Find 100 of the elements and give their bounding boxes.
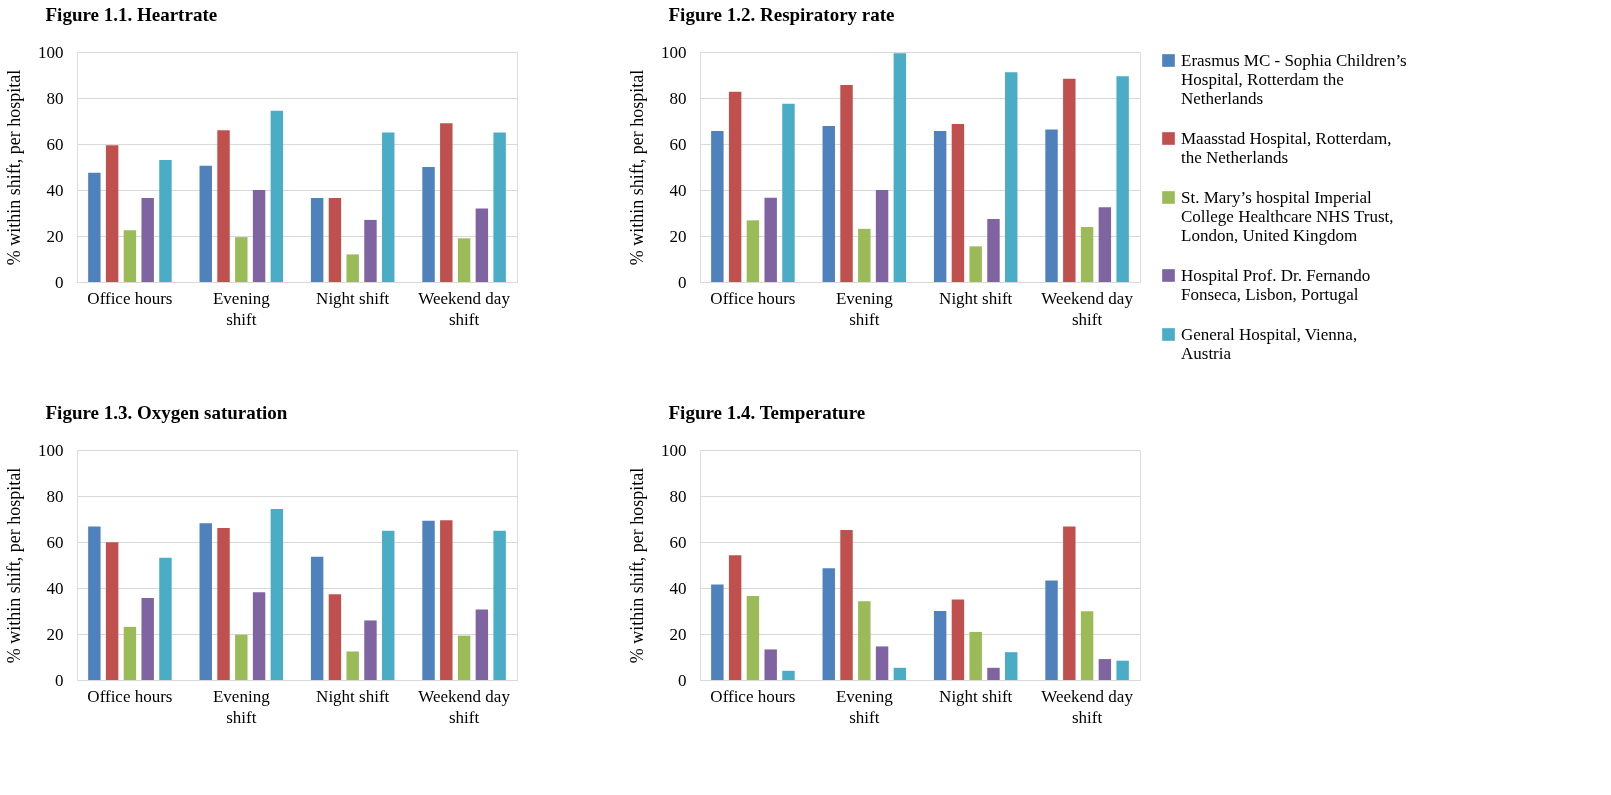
bar <box>1098 659 1112 680</box>
bar <box>346 651 359 680</box>
bar <box>475 208 489 282</box>
y-tick-label: 20 <box>46 624 64 644</box>
bar <box>123 230 137 282</box>
bar <box>746 220 760 282</box>
y-tick-label: 20 <box>669 226 687 246</box>
y-tick-label: 40 <box>669 180 687 200</box>
bar <box>88 526 101 680</box>
bar <box>105 145 119 282</box>
bar <box>1063 78 1076 282</box>
x-tick-label: Weekend day shift <box>1041 686 1134 727</box>
y-axis-title: % within shift, per hospital <box>4 69 24 266</box>
bar <box>1005 652 1018 680</box>
y-tick-label: 80 <box>46 88 64 108</box>
legend-label: Hospital Prof. Dr. Fernando Fonseca, Lisbon, Portugal <box>1181 265 1371 304</box>
bar <box>951 599 965 680</box>
y-axis-title: % within shift, per hospital <box>4 467 24 664</box>
bar <box>764 649 777 680</box>
bar <box>252 190 266 282</box>
y-tick-label: 60 <box>669 532 687 552</box>
bar <box>364 620 377 680</box>
bar <box>328 198 342 282</box>
bar <box>933 611 947 680</box>
bar <box>382 530 395 680</box>
bar <box>728 555 742 680</box>
bar <box>159 160 172 282</box>
y-tick-label: 100 <box>38 440 64 460</box>
bar <box>235 634 248 680</box>
bar <box>951 123 965 282</box>
y-tick-label: 100 <box>661 42 687 62</box>
y-axis-title: % within shift, per hospital <box>627 467 647 664</box>
bar <box>141 198 154 282</box>
x-tick-label: Office hours <box>87 288 173 308</box>
bar <box>346 254 359 282</box>
bar <box>270 509 284 680</box>
y-tick-label: 0 <box>678 670 687 690</box>
y-tick-label: 80 <box>669 486 687 506</box>
chart-title: Figure 1.4. Temperature <box>668 402 866 423</box>
bar <box>123 626 137 680</box>
bar <box>364 219 377 282</box>
bar <box>422 520 435 680</box>
bar <box>310 556 324 680</box>
y-tick-label: 60 <box>46 532 64 552</box>
bar <box>840 530 853 680</box>
bar <box>217 130 230 282</box>
legend-label: General Hospital, Vienna, Austria <box>1181 324 1358 363</box>
bar <box>933 131 947 282</box>
bar <box>711 584 724 680</box>
x-tick-label: Weekend day shift <box>1041 288 1134 329</box>
x-tick-label: Night shift <box>316 288 390 308</box>
bar <box>1098 207 1112 282</box>
bar <box>782 103 795 282</box>
y-tick-label: 20 <box>46 226 64 246</box>
x-tick-label: Evening shift <box>835 686 894 727</box>
bar <box>159 557 172 680</box>
bar <box>822 568 835 680</box>
y-tick-label: 0 <box>55 670 64 690</box>
bar <box>493 132 506 282</box>
bar <box>457 238 471 282</box>
bar <box>270 110 284 282</box>
bar <box>235 237 248 282</box>
x-tick-label: Evening shift <box>212 288 271 329</box>
bar <box>141 598 154 680</box>
bar <box>1045 129 1058 282</box>
bar <box>1045 580 1058 680</box>
legend-label: Erasmus MC - Sophia Children’s Hospital, Rotterdam the Netherlands <box>1181 50 1407 108</box>
bar <box>1005 72 1018 282</box>
bar <box>440 520 453 680</box>
x-tick-label: Night shift <box>939 288 1013 308</box>
x-tick-label: Office hours <box>710 686 796 706</box>
x-tick-label: Weekend day shift <box>418 288 511 329</box>
x-tick-label: Office hours <box>87 686 173 706</box>
bar <box>1116 76 1129 282</box>
y-tick-label: 80 <box>669 88 687 108</box>
bar <box>858 601 871 680</box>
y-tick-label: 0 <box>55 272 64 292</box>
chart-title: Figure 1.2. Respiratory rate <box>668 4 895 25</box>
bar <box>493 530 506 680</box>
bar <box>310 198 324 282</box>
chart-title: Figure 1.1. Heartrate <box>45 4 218 25</box>
y-tick-label: 40 <box>669 578 687 598</box>
bar <box>199 523 212 680</box>
bar <box>457 635 471 680</box>
y-tick-label: 20 <box>669 624 687 644</box>
bar <box>252 592 266 680</box>
y-tick-label: 60 <box>46 134 64 154</box>
bar <box>875 190 889 282</box>
bar <box>728 91 742 282</box>
x-tick-label: Evening shift <box>835 288 894 329</box>
bar <box>1063 526 1076 680</box>
legend-label: St. Mary’s hospital Imperial College Healthcare NHS Trust, London, United Kingdom <box>1181 187 1394 245</box>
chart-title: Figure 1.3. Oxygen saturation <box>45 402 288 423</box>
bar <box>105 542 119 680</box>
bar <box>1116 660 1129 680</box>
bar <box>475 609 489 680</box>
bar <box>987 218 1000 282</box>
x-tick-label: Night shift <box>939 686 1013 706</box>
bar <box>893 667 907 680</box>
bar <box>711 131 724 282</box>
